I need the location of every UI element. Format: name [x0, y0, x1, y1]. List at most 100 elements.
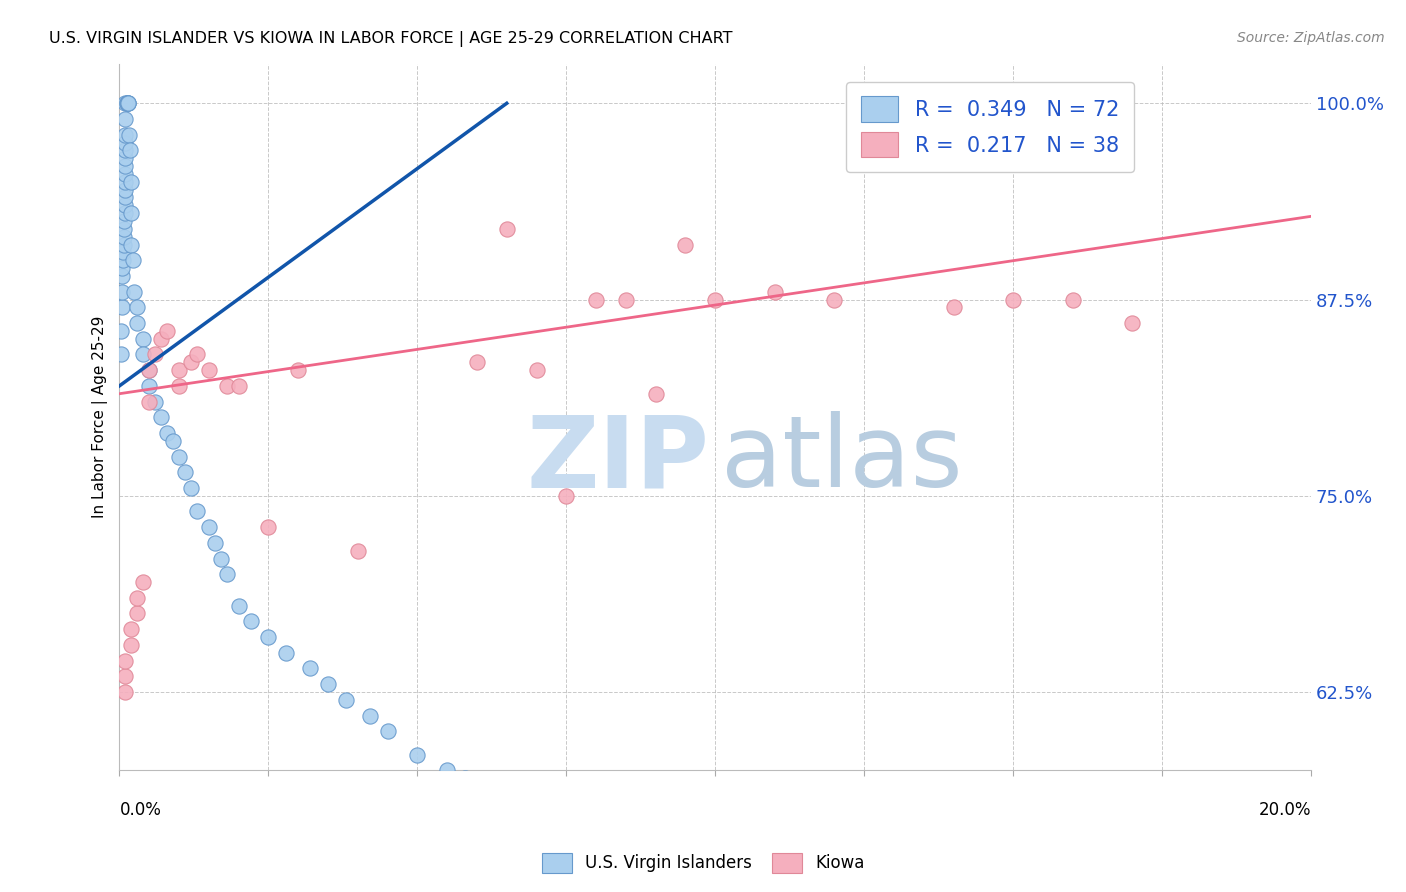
Point — [167, 450, 190, 464]
Point — [114, 190, 136, 204]
Point — [114, 198, 136, 212]
Point — [454, 772, 477, 786]
Point — [167, 363, 190, 377]
Point — [121, 253, 143, 268]
Point — [180, 355, 202, 369]
Point — [111, 253, 134, 268]
Point — [359, 708, 381, 723]
Point — [942, 301, 965, 315]
Point — [114, 128, 136, 142]
Point — [120, 144, 142, 158]
Text: Source: ZipAtlas.com: Source: ZipAtlas.com — [1237, 31, 1385, 45]
Point — [150, 332, 173, 346]
Point — [111, 301, 134, 315]
Point — [209, 551, 232, 566]
Point — [704, 293, 727, 307]
Text: 0.0%: 0.0% — [120, 801, 162, 819]
Point — [114, 151, 136, 165]
Point — [150, 410, 173, 425]
Point — [114, 136, 136, 150]
Point — [316, 677, 339, 691]
Point — [114, 112, 136, 126]
Text: atlas: atlas — [721, 411, 963, 508]
Point — [335, 693, 357, 707]
Point — [110, 347, 132, 361]
Point — [138, 363, 160, 377]
Point — [614, 293, 637, 307]
Point — [215, 567, 238, 582]
Point — [585, 803, 607, 817]
Point — [257, 520, 280, 534]
Point — [186, 504, 208, 518]
Point — [465, 355, 488, 369]
Point — [228, 599, 250, 613]
Point — [112, 229, 135, 244]
Point — [114, 167, 136, 181]
Point — [112, 222, 135, 236]
Point — [1002, 293, 1025, 307]
Point — [127, 591, 149, 605]
Point — [257, 630, 280, 644]
Point — [204, 536, 226, 550]
Point — [138, 394, 160, 409]
Point — [115, 96, 138, 111]
Point — [143, 394, 166, 409]
Point — [132, 347, 155, 361]
Point — [132, 575, 155, 590]
Point — [114, 206, 136, 220]
Text: 20.0%: 20.0% — [1258, 801, 1312, 819]
Point — [526, 795, 548, 809]
Point — [299, 661, 322, 675]
Point — [111, 261, 134, 276]
Point — [675, 237, 697, 252]
Point — [526, 363, 548, 377]
Point — [198, 363, 221, 377]
Point — [502, 787, 524, 801]
Point — [167, 379, 190, 393]
Point — [114, 685, 136, 699]
Point — [120, 206, 142, 220]
Point — [114, 183, 136, 197]
Point — [174, 465, 197, 479]
Point — [823, 293, 845, 307]
Point — [114, 159, 136, 173]
Point — [555, 489, 578, 503]
Point — [132, 332, 155, 346]
Point — [124, 285, 146, 299]
Point — [644, 386, 666, 401]
Point — [112, 214, 135, 228]
Point — [162, 434, 184, 448]
Point — [117, 96, 139, 111]
Point — [114, 144, 136, 158]
Legend: U.S. Virgin Islanders, Kiowa: U.S. Virgin Islanders, Kiowa — [534, 847, 872, 880]
Y-axis label: In Labor Force | Age 25-29: In Labor Force | Age 25-29 — [93, 316, 108, 518]
Point — [186, 347, 208, 361]
Point — [276, 646, 298, 660]
Point — [215, 379, 238, 393]
Point — [127, 301, 149, 315]
Point — [1062, 293, 1084, 307]
Point — [111, 245, 134, 260]
Point — [180, 481, 202, 495]
Point — [156, 425, 179, 440]
Point — [118, 128, 141, 142]
Point — [585, 293, 607, 307]
Legend: R =  0.349   N = 72, R =  0.217   N = 38: R = 0.349 N = 72, R = 0.217 N = 38 — [846, 81, 1133, 172]
Point — [763, 285, 786, 299]
Point — [143, 347, 166, 361]
Point — [120, 237, 142, 252]
Point — [111, 268, 134, 283]
Point — [138, 379, 160, 393]
Point — [120, 175, 142, 189]
Text: ZIP: ZIP — [526, 411, 709, 508]
Point — [495, 222, 517, 236]
Point — [436, 764, 458, 778]
Point — [478, 779, 501, 793]
Point — [239, 615, 262, 629]
Point — [198, 520, 221, 534]
Point — [114, 669, 136, 683]
Point — [114, 96, 136, 111]
Point — [1121, 316, 1143, 330]
Point — [112, 237, 135, 252]
Point — [377, 724, 399, 739]
